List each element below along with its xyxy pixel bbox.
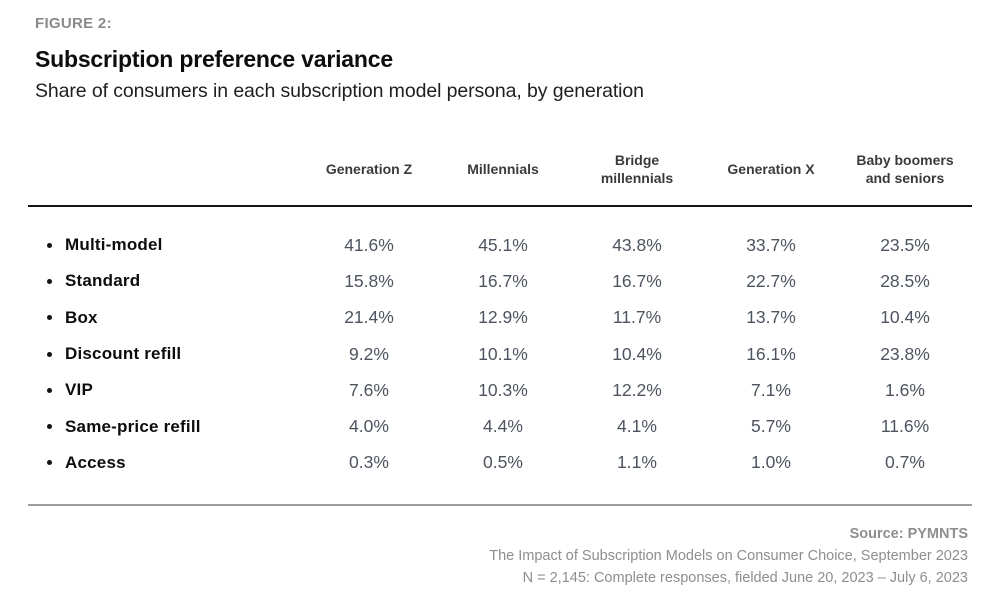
- row-label-cell: Same-price refill: [28, 417, 302, 437]
- value-cell: 13.7%: [746, 307, 796, 328]
- value-cell: 11.7%: [612, 307, 662, 328]
- value-cell: 7.1%: [751, 379, 791, 400]
- row-label: Multi-model: [65, 235, 163, 255]
- column-header-bridge-millennials: Bridge millennials: [600, 151, 674, 186]
- value-cell: 33.7%: [746, 234, 796, 255]
- value-cell: 11.6%: [880, 416, 930, 437]
- subscription-preference-table: Generation Z Millennials Bridge millenni…: [28, 103, 972, 507]
- row-label-cell: Access: [28, 453, 302, 473]
- row-label: Discount refill: [65, 344, 182, 364]
- bullet-icon: [47, 278, 52, 284]
- value-cell: 7.6%: [349, 379, 389, 400]
- figure-title: Subscription preference variance: [35, 46, 393, 72]
- column-header-baby-boomers-seniors: Baby boomers and seniors: [856, 151, 954, 186]
- value-cell: 23.8%: [880, 343, 930, 364]
- table-row-multi-model: Multi-model 41.6% 45.1% 43.8% 33.7% 23.5…: [28, 227, 972, 263]
- bullet-icon: [47, 315, 52, 321]
- table-row-vip: VIP 7.6% 10.3% 12.2% 7.1% 1.6%: [28, 372, 972, 408]
- figure-header: FIGURE 2: Subscription preference varian…: [0, 0, 1000, 103]
- bullet-icon: [47, 460, 52, 466]
- value-cell: 12.9%: [478, 307, 528, 328]
- bullet-icon: [47, 242, 52, 248]
- bullet-icon: [47, 424, 52, 430]
- row-label: Standard: [65, 271, 141, 291]
- value-cell: 22.7%: [746, 270, 796, 291]
- row-label: Same-price refill: [65, 416, 201, 436]
- value-cell: 10.4%: [880, 307, 930, 328]
- value-cell: 41.6%: [344, 234, 394, 255]
- footer-sample-note: N = 2,145: Complete responses, fielded J…: [522, 570, 968, 587]
- row-label-cell: VIP: [28, 380, 302, 400]
- row-label-cell: Multi-model: [28, 235, 302, 255]
- value-cell: 28.5%: [880, 270, 930, 291]
- value-cell: 10.4%: [612, 343, 662, 364]
- row-label: VIP: [65, 380, 94, 400]
- value-cell: 1.0%: [751, 452, 791, 473]
- figure-label: FIGURE 2:: [35, 15, 112, 32]
- value-cell: 43.8%: [612, 234, 662, 255]
- bullet-icon: [47, 387, 52, 393]
- table-row-access: Access 0.3% 0.5% 1.1% 1.0% 0.7%: [28, 445, 972, 481]
- table-row-same-price-refill: Same-price refill 4.0% 4.4% 4.1% 5.7% 11…: [28, 408, 972, 444]
- table-row-standard: Standard 15.8% 16.7% 16.7% 22.7% 28.5%: [28, 263, 972, 299]
- source-attribution: Source: PYMNTS: [849, 526, 968, 543]
- value-cell: 10.3%: [478, 379, 528, 400]
- value-cell: 4.1%: [617, 416, 657, 437]
- row-label: Box: [65, 307, 98, 327]
- row-label-cell: Standard: [28, 271, 302, 291]
- value-cell: 21.4%: [344, 307, 394, 328]
- value-cell: 16.1%: [746, 343, 796, 364]
- table-row-box: Box 21.4% 12.9% 11.7% 13.7% 10.4%: [28, 300, 972, 336]
- table-row-discount-refill: Discount refill 9.2% 10.1% 10.4% 16.1% 2…: [28, 336, 972, 372]
- value-cell: 45.1%: [478, 234, 528, 255]
- value-cell: 9.2%: [349, 343, 389, 364]
- value-cell: 12.2%: [612, 379, 662, 400]
- column-header-millennials: Millennials: [467, 160, 539, 177]
- value-cell: 15.8%: [344, 270, 394, 291]
- value-cell: 5.7%: [751, 416, 791, 437]
- value-cell: 23.5%: [880, 234, 930, 255]
- bullet-icon: [47, 351, 52, 357]
- figure-footer: Source: PYMNTS The Impact of Subscriptio…: [0, 523, 968, 589]
- value-cell: 4.4%: [483, 416, 523, 437]
- table-header-row: Generation Z Millennials Bridge millenni…: [28, 103, 972, 205]
- value-cell: 0.5%: [483, 452, 523, 473]
- row-label-cell: Box: [28, 308, 302, 328]
- value-cell: 16.7%: [478, 270, 528, 291]
- column-header-generation-x: Generation X: [727, 160, 815, 177]
- row-label: Access: [65, 452, 126, 472]
- value-cell: 16.7%: [612, 270, 662, 291]
- table-body: Multi-model 41.6% 45.1% 43.8% 33.7% 23.5…: [28, 205, 972, 507]
- value-cell: 0.3%: [349, 452, 389, 473]
- value-cell: 10.1%: [478, 343, 528, 364]
- value-cell: 0.7%: [885, 452, 925, 473]
- value-cell: 1.1%: [617, 452, 657, 473]
- row-label-cell: Discount refill: [28, 344, 302, 364]
- value-cell: 1.6%: [885, 379, 925, 400]
- footer-study-title: The Impact of Subscription Models on Con…: [489, 548, 968, 565]
- figure-subtitle: Share of consumers in each subscription …: [35, 80, 644, 102]
- value-cell: 4.0%: [349, 416, 389, 437]
- column-header-generation-z: Generation Z: [325, 160, 413, 177]
